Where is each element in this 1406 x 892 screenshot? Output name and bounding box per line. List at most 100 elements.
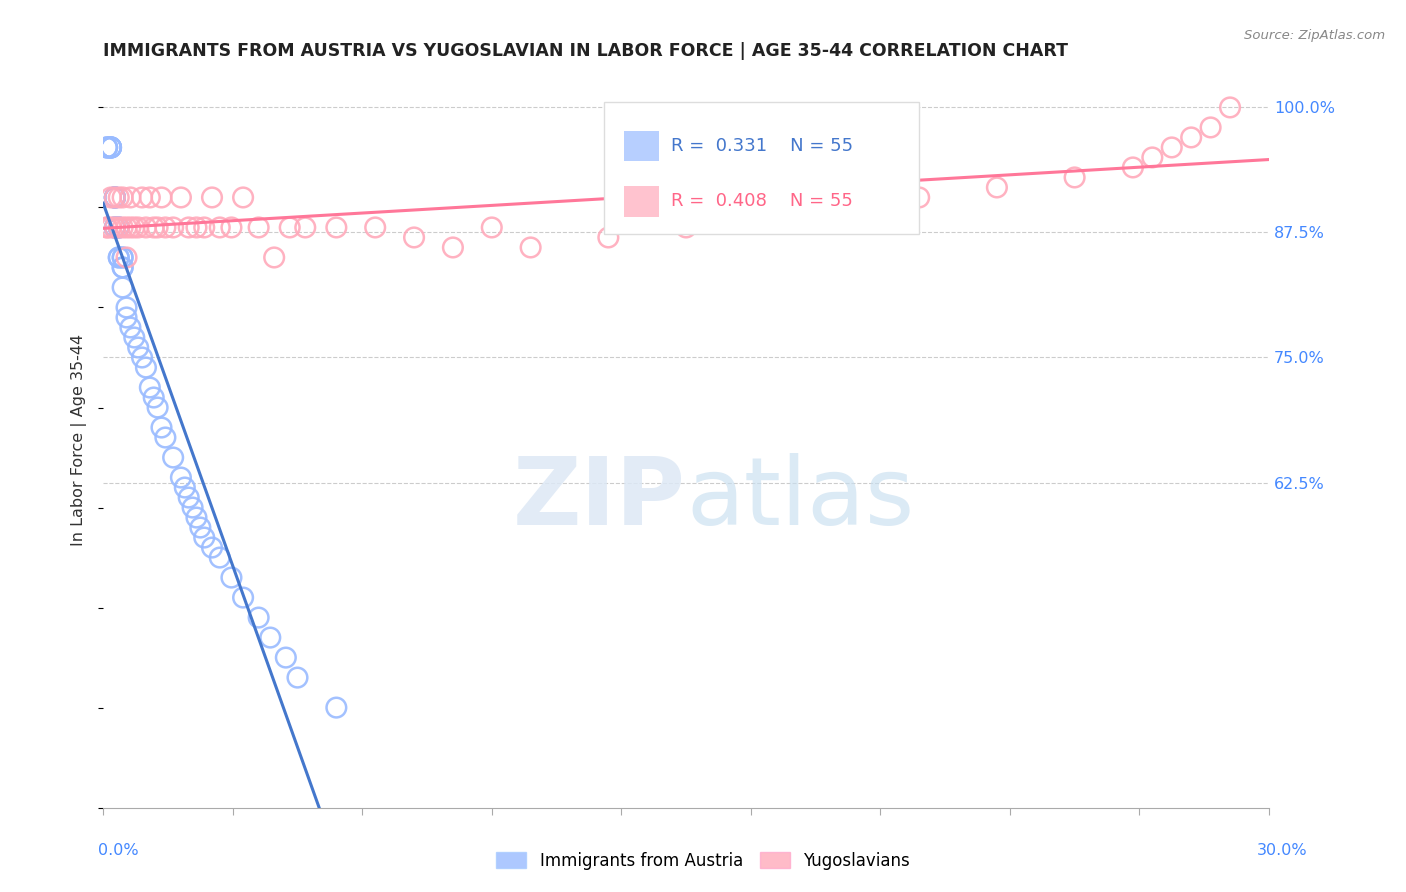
Point	[96, 140, 118, 154]
Point	[100, 140, 122, 154]
Point	[120, 320, 142, 334]
Point	[135, 360, 157, 375]
Point	[201, 541, 224, 555]
Point	[186, 220, 208, 235]
Point	[135, 220, 157, 235]
Point	[908, 190, 931, 204]
Point	[115, 251, 138, 265]
Text: atlas: atlas	[686, 453, 914, 545]
Point	[127, 220, 149, 235]
Point	[100, 140, 122, 154]
Point	[752, 201, 775, 215]
Point	[104, 190, 127, 204]
Point	[115, 301, 138, 315]
Point	[294, 220, 316, 235]
Point	[170, 190, 193, 204]
Point	[150, 190, 173, 204]
Point	[481, 220, 503, 235]
Point	[441, 240, 464, 254]
Point	[364, 220, 387, 235]
Point	[259, 631, 281, 645]
Point	[100, 190, 122, 204]
Point	[188, 520, 211, 534]
Point	[104, 190, 127, 204]
Point	[1142, 151, 1164, 165]
Point	[402, 230, 425, 244]
Point	[675, 220, 697, 235]
Point	[146, 220, 169, 235]
Point	[193, 531, 215, 545]
Point	[173, 481, 195, 495]
Point	[107, 251, 129, 265]
Point	[96, 140, 118, 154]
Point	[193, 220, 215, 235]
Point	[124, 330, 146, 344]
Point	[177, 220, 200, 235]
Point	[325, 700, 347, 714]
Point	[232, 190, 254, 204]
Point	[120, 190, 142, 204]
Point	[221, 220, 243, 235]
Legend: Immigrants from Austria, Yugoslavians: Immigrants from Austria, Yugoslavians	[489, 846, 917, 877]
Point	[150, 420, 173, 434]
Text: R =  0.331    N = 55: R = 0.331 N = 55	[671, 137, 853, 155]
FancyBboxPatch shape	[605, 102, 920, 235]
Point	[1160, 140, 1182, 154]
Point	[278, 220, 301, 235]
Point	[107, 220, 129, 235]
Point	[107, 220, 129, 235]
Point	[142, 391, 165, 405]
Point	[104, 220, 127, 235]
Point	[104, 220, 127, 235]
Text: IMMIGRANTS FROM AUSTRIA VS YUGOSLAVIAN IN LABOR FORCE | AGE 35-44 CORRELATION CH: IMMIGRANTS FROM AUSTRIA VS YUGOSLAVIAN I…	[103, 42, 1069, 60]
Point	[162, 220, 184, 235]
Point	[131, 190, 153, 204]
Point	[111, 280, 134, 294]
Point	[1180, 130, 1202, 145]
Point	[104, 190, 127, 204]
Point	[232, 591, 254, 605]
Point	[598, 230, 620, 244]
Point	[155, 220, 177, 235]
Point	[274, 650, 297, 665]
Point	[124, 220, 146, 235]
Point	[111, 220, 134, 235]
Point	[111, 190, 134, 204]
Point	[221, 570, 243, 584]
Point	[131, 351, 153, 365]
Point	[139, 380, 162, 394]
Point	[104, 190, 127, 204]
Point	[1199, 120, 1222, 135]
Point	[247, 610, 270, 624]
Point	[107, 251, 129, 265]
Point	[100, 140, 122, 154]
Point	[830, 201, 852, 215]
Text: ZIP: ZIP	[513, 453, 686, 545]
Point	[104, 220, 127, 235]
Point	[1063, 170, 1085, 185]
Point	[170, 470, 193, 484]
FancyBboxPatch shape	[624, 186, 659, 217]
Point	[115, 310, 138, 325]
Point	[208, 550, 231, 565]
Point	[107, 190, 129, 204]
Point	[177, 491, 200, 505]
Text: R =  0.408    N = 55: R = 0.408 N = 55	[671, 192, 853, 211]
Text: Source: ZipAtlas.com: Source: ZipAtlas.com	[1244, 29, 1385, 42]
Point	[96, 140, 118, 154]
Point	[96, 220, 118, 235]
Point	[263, 251, 285, 265]
Point	[1122, 161, 1144, 175]
Point	[104, 190, 127, 204]
Point	[181, 500, 204, 515]
Point	[325, 220, 347, 235]
Point	[139, 190, 162, 204]
Point	[519, 240, 541, 254]
Point	[100, 220, 122, 235]
Point	[104, 190, 127, 204]
Point	[142, 220, 165, 235]
Point	[111, 260, 134, 275]
Point	[986, 180, 1008, 194]
Point	[162, 450, 184, 465]
Point	[100, 140, 122, 154]
